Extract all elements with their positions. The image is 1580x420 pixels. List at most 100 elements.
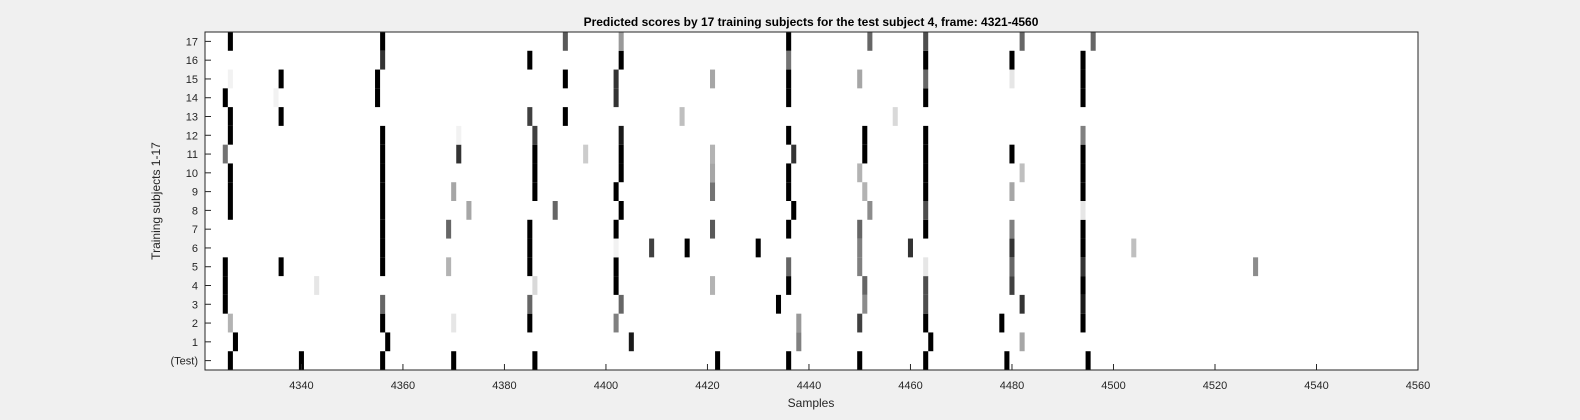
heatmap-cell [222, 144, 228, 164]
heatmap-cell [862, 125, 868, 145]
heatmap-cell [857, 238, 863, 258]
heatmap-cell [999, 313, 1005, 333]
chart-title: Predicted scores by 17 training subjects… [584, 15, 1039, 29]
y-tick-label: 14 [186, 93, 198, 105]
heatmap-cell [786, 257, 792, 277]
y-tick-label: 12 [186, 130, 198, 142]
heatmap-cell [1085, 351, 1091, 370]
heatmap-cell [222, 276, 228, 295]
heatmap-cell [380, 182, 386, 201]
heatmap-cell [791, 144, 797, 164]
x-tick-label: 4400 [594, 380, 618, 392]
heatmap-cell [786, 276, 792, 295]
heatmap-cell [618, 163, 624, 183]
heatmap-cell [923, 182, 929, 201]
heatmap-cell [1080, 257, 1086, 277]
y-tick-label: 9 [192, 187, 198, 199]
heatmap-cell [227, 313, 233, 333]
y-tick-label: 10 [186, 168, 198, 180]
heatmap-cell [232, 332, 238, 352]
heatmap-cell [857, 257, 863, 277]
x-axis: 4340 4360 4380 4400 4420 4440 4460 4480 4500 4520… [289, 364, 1430, 392]
heatmap-cell [380, 257, 386, 277]
heatmap-cell [380, 32, 386, 51]
heatmap-cell [786, 88, 792, 108]
heatmap-cell [1080, 125, 1086, 145]
heatmap-cell [380, 294, 386, 314]
heatmap-cell [380, 50, 386, 70]
heatmap-cell [796, 313, 802, 333]
heatmap-cell [1080, 201, 1086, 220]
heatmap-cell [227, 163, 233, 183]
heatmap-cell [923, 351, 929, 370]
heatmap-cell [923, 276, 929, 295]
heatmap-cell [791, 201, 797, 220]
heatmap-cell [527, 257, 533, 277]
heatmap-cell [466, 201, 472, 220]
heatmap-cell [786, 182, 792, 201]
heatmap-cell [380, 219, 386, 239]
heatmap-cell [451, 182, 457, 201]
heatmap-cell [380, 125, 386, 145]
heatmap-cell [1080, 163, 1086, 183]
heatmap-cell [923, 88, 929, 108]
plot-frame [204, 31, 1419, 371]
heatmap-cell [227, 107, 233, 126]
heatmap-cell [923, 32, 929, 51]
y-tick-label: 16 [186, 55, 198, 67]
heatmap-cell [375, 88, 381, 108]
heatmap-cell [923, 257, 929, 277]
heatmap-cell [1009, 238, 1015, 258]
y-tick-label: 3 [192, 299, 198, 311]
x-tick-label: 4560 [1406, 380, 1430, 392]
heatmap-cell [375, 69, 381, 89]
y-tick-label: 17 [186, 36, 198, 48]
heatmap-cell [456, 125, 462, 145]
heatmap-cell [857, 69, 863, 89]
heatmap-cell [923, 163, 929, 183]
heatmap-cell [1080, 294, 1086, 314]
heatmap-cell [923, 201, 929, 220]
heatmap-cell [857, 219, 863, 239]
heatmap-cell [710, 144, 716, 164]
heatmap-cell [618, 144, 624, 164]
heatmap-cell [1080, 88, 1086, 108]
heatmap-cell [1009, 50, 1015, 70]
heatmap-cell [273, 88, 279, 108]
heatmap-cell [1009, 182, 1015, 201]
heatmap-cell [278, 257, 284, 277]
heatmap-cell [451, 313, 457, 333]
heatmap-cell [532, 351, 538, 370]
x-tick-label: 4360 [391, 380, 415, 392]
heatmap-cell [1009, 257, 1015, 277]
heatmap-cell [786, 163, 792, 183]
heatmap-cell [380, 163, 386, 183]
y-tick-label: 11 [187, 149, 198, 161]
heatmap-cell [562, 32, 568, 51]
x-tick-label: 4460 [898, 380, 922, 392]
heatmap-cell [613, 88, 619, 108]
heatmap-cell [923, 69, 929, 89]
heatmap-cell [857, 163, 863, 183]
heatmap-cell [786, 219, 792, 239]
x-axis-label: Samples [788, 396, 835, 410]
y-tick-label: 2 [192, 318, 198, 330]
heatmap-cell [786, 125, 792, 145]
heatmap-cell [446, 257, 452, 277]
x-tick-label: 4380 [492, 380, 516, 392]
heatmap-cell [710, 276, 716, 295]
heatmap-cell [679, 107, 685, 126]
heatmap-cell [755, 238, 761, 258]
x-tick-label: 4500 [1101, 380, 1125, 392]
heatmap-cell [1009, 219, 1015, 239]
heatmap-cell [222, 257, 228, 277]
heatmap-cell [867, 201, 873, 220]
heatmap-cell [527, 50, 533, 70]
heatmap-cell [1009, 276, 1015, 295]
heatmap-cell [456, 144, 462, 164]
heatmap-cell [227, 201, 233, 220]
y-tick-label: 8 [192, 205, 198, 217]
heatmap-cell [786, 50, 792, 70]
heatmap-cell [1009, 144, 1015, 164]
x-tick-label: 4420 [695, 380, 719, 392]
